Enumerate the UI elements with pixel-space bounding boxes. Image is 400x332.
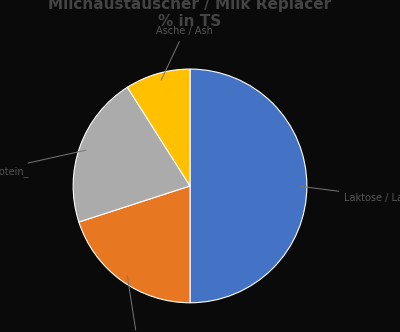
Title: Milchaustauscher / Milk Replacer
% in TS: Milchaustauscher / Milk Replacer % in TS [48, 0, 332, 29]
Wedge shape [79, 186, 190, 303]
Wedge shape [190, 69, 307, 303]
Wedge shape [73, 87, 190, 222]
Text: Laktose / Lactose: Laktose / Lactose [300, 186, 400, 203]
Text: Fett / Fat_: Fett / Fat_ [114, 276, 161, 332]
Wedge shape [127, 69, 190, 186]
Text: Asche / Ash: Asche / Ash [156, 26, 212, 80]
Text: Eiweiß / Protein_: Eiweiß / Protein_ [0, 150, 86, 177]
